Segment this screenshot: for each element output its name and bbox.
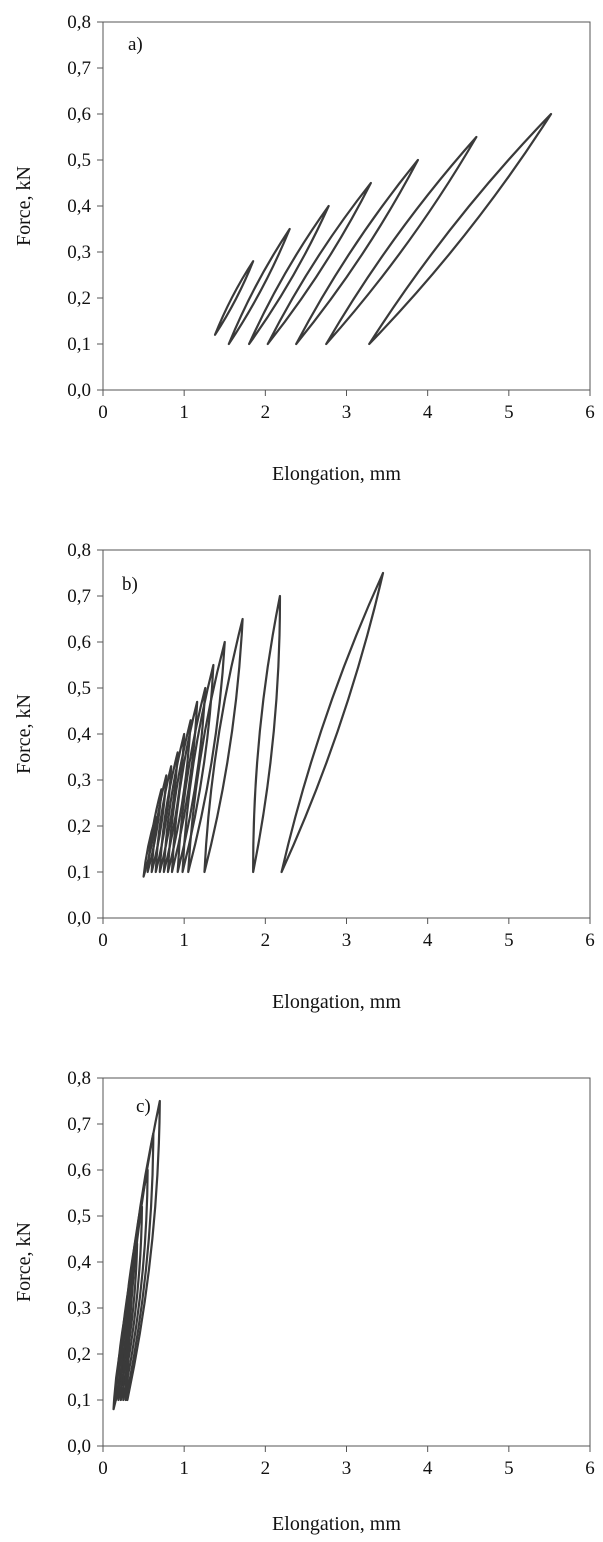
x-tick-label: 5 [504, 930, 514, 951]
x-tick-label: 1 [179, 402, 189, 423]
x-tick-label: 1 [179, 1458, 189, 1479]
y-axis-label: Force, kN [13, 1222, 35, 1302]
x-axis-label: Elongation, mm [272, 991, 401, 1013]
x-axis-label: Elongation, mm [272, 463, 401, 485]
x-tick-label: 2 [261, 1458, 271, 1479]
plot-frame [102, 1077, 591, 1447]
chart-panel-b: 0 1 2 3 4 5 6 0,0 0,1 0,2 0,3 0,4 0,5 0,6 0,7 0,8 Elonga… [13, 540, 595, 1013]
x-tick-label: 4 [423, 1458, 433, 1479]
y-tick-label: 0,4 [67, 724, 91, 745]
hysteresis-loop [213, 260, 255, 336]
x-tick-label: 3 [342, 930, 352, 951]
y-tick-label: 0,2 [67, 816, 91, 837]
x-tick-label: 3 [342, 402, 352, 423]
y-tick-label: 0,6 [67, 1160, 91, 1181]
chart-panel-a: 0 1 2 3 4 5 6 0,0 0,1 0,2 0,3 0,4 0,5 0,6 0,7 0,8 Elonga… [13, 12, 595, 485]
x-tick-label: 6 [585, 930, 595, 951]
x-tick-label: 0 [98, 930, 108, 951]
hysteresis-loop [158, 751, 179, 874]
hysteresis-loop [181, 663, 215, 874]
y-tick-label: 0,3 [67, 242, 91, 263]
x-tick-label: 3 [342, 1458, 352, 1479]
hysteresis-loop [248, 204, 330, 346]
y-tick-label: 0,4 [67, 196, 91, 217]
x-tick-label: 6 [585, 1458, 595, 1479]
panel-label: a) [128, 34, 143, 55]
x-tick-label: 0 [98, 1458, 108, 1479]
y-tick-label: 0,4 [67, 1252, 91, 1273]
plot-frame [102, 549, 591, 919]
hysteresis-loop [252, 594, 282, 874]
hysteresis-loop [166, 719, 192, 874]
y-tick-label: 0,8 [67, 540, 91, 561]
y-tick-label: 0,0 [67, 380, 91, 401]
y-tick-label: 0,5 [67, 678, 91, 699]
x-tick-label: 4 [423, 930, 433, 951]
hysteresis-loop [203, 617, 244, 874]
x-tick-label: 6 [585, 402, 595, 423]
hysteresis-loop [280, 571, 385, 874]
x-tick-label: 5 [504, 402, 514, 423]
x-tick-label: 2 [261, 402, 271, 423]
y-axis-label: Force, kN [13, 166, 35, 246]
y-tick-label: 0,7 [67, 58, 91, 79]
hysteresis-loop [227, 227, 291, 346]
hysteresis-loop [162, 732, 186, 874]
hysteresis-loop [295, 158, 420, 346]
y-tick-label: 0,5 [67, 1206, 91, 1227]
y-tick-label: 0,2 [67, 288, 91, 309]
y-tick-label: 0,7 [67, 586, 91, 607]
chart-panel-c: 0 1 2 3 4 5 6 0,0 0,1 0,2 0,3 0,4 0,5 0,6 0,7 0,8 Elonga… [13, 1068, 595, 1535]
y-axis-label: Force, kN [13, 694, 35, 774]
hysteresis-loop [170, 700, 199, 874]
y-tick-label: 0,0 [67, 908, 91, 929]
y-tick-label: 0,1 [67, 862, 91, 883]
hysteresis-loop [266, 181, 372, 346]
hysteresis-loop [176, 686, 207, 874]
panel-label: c) [136, 1096, 151, 1117]
y-tick-label: 0,0 [67, 1436, 91, 1457]
y-tick-label: 0,8 [67, 1068, 91, 1089]
y-tick-label: 0,8 [67, 12, 91, 33]
hysteresis-loop [187, 640, 226, 874]
y-tick-label: 0,1 [67, 1390, 91, 1411]
plot-frame [102, 21, 591, 391]
hysteresis-loop [126, 1099, 161, 1402]
x-tick-label: 1 [179, 930, 189, 951]
y-tick-label: 0,1 [67, 334, 91, 355]
x-tick-label: 2 [261, 930, 271, 951]
x-axis-label: Elongation, mm [272, 1513, 401, 1535]
y-tick-label: 0,6 [67, 632, 91, 653]
y-tick-label: 0,6 [67, 104, 91, 125]
x-tick-label: 0 [98, 402, 108, 423]
y-tick-label: 0,3 [67, 1298, 91, 1319]
y-tick-label: 0,7 [67, 1114, 91, 1135]
panel-label: b) [122, 574, 138, 595]
hysteresis-loop [368, 112, 553, 346]
x-tick-label: 4 [423, 402, 433, 423]
x-tick-label: 5 [504, 1458, 514, 1479]
y-tick-label: 0,3 [67, 770, 91, 791]
y-tick-label: 0,5 [67, 150, 91, 171]
y-tick-label: 0,2 [67, 1344, 91, 1365]
hysteresis-loop [325, 135, 478, 346]
